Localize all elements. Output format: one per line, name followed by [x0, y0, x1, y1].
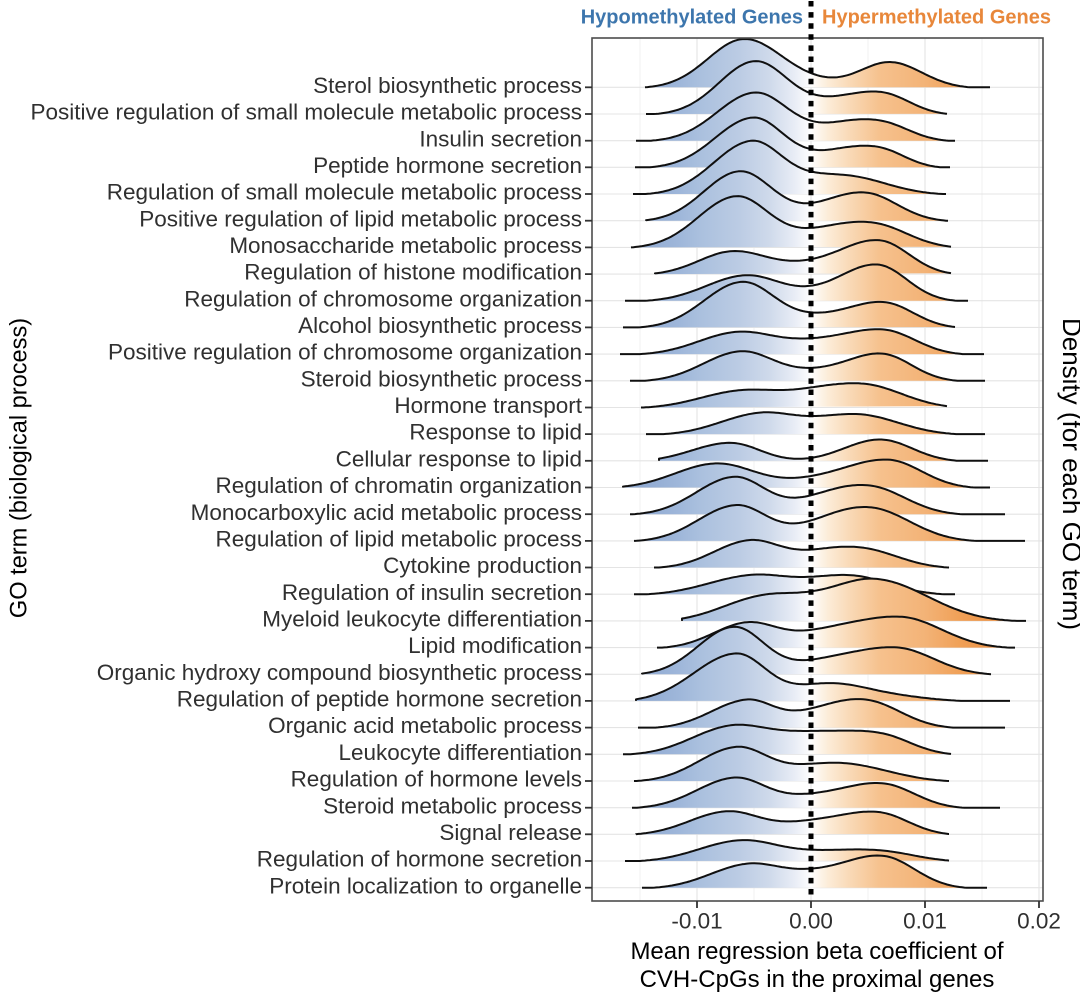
svg-text:Cellular response to lipid: Cellular response to lipid — [336, 446, 582, 471]
svg-text:Regulation of chromosome organ: Regulation of chromosome organization — [184, 286, 582, 311]
svg-text:Signal release: Signal release — [439, 820, 582, 845]
svg-text:Cytokine production: Cytokine production — [383, 553, 582, 578]
svg-text:Regulation of peptide hormone: Regulation of peptide hormone secretion — [177, 687, 582, 712]
svg-text:Organic hydroxy compound biosy: Organic hydroxy compound biosynthetic pr… — [97, 660, 582, 685]
svg-text:Lipid modification: Lipid modification — [408, 633, 582, 658]
svg-text:Myeloid leukocyte differentiat: Myeloid leukocyte differentiation — [262, 607, 582, 632]
svg-text:Regulation of small molecule m: Regulation of small molecule metabolic p… — [107, 180, 582, 205]
svg-text:Steroid metabolic process: Steroid metabolic process — [323, 793, 582, 818]
svg-text:Regulation of insulin secretio: Regulation of insulin secretion — [282, 580, 582, 605]
svg-text:Hypomethylated Genes: Hypomethylated Genes — [581, 7, 803, 29]
svg-text:Regulation of hormone levels: Regulation of hormone levels — [291, 767, 582, 792]
svg-text:Alcohol biosynthetic process: Alcohol biosynthetic process — [298, 313, 582, 338]
svg-text:Steroid biosynthetic process: Steroid biosynthetic process — [301, 366, 582, 391]
svg-text:Hormone transport: Hormone transport — [394, 393, 582, 418]
svg-text:-0.01: -0.01 — [671, 909, 722, 934]
svg-text:Sterol biosynthetic process: Sterol biosynthetic process — [313, 73, 582, 98]
svg-text:Monocarboxylic acid metabolic: Monocarboxylic acid metabolic process — [191, 500, 582, 525]
svg-text:Organic acid metabolic process: Organic acid metabolic process — [268, 713, 582, 738]
svg-text:Density (for each GO term): Density (for each GO term) — [1057, 318, 1080, 630]
svg-text:Response to lipid: Response to lipid — [409, 420, 582, 445]
svg-text:Positive regulation of chromos: Positive regulation of chromosome organi… — [108, 340, 582, 365]
svg-text:Regulation of chromatin organi: Regulation of chromatin organization — [216, 473, 582, 498]
svg-text:Mean regression beta coefficie: Mean regression beta coefficient of — [630, 938, 1003, 965]
svg-text:Hypermethylated Genes: Hypermethylated Genes — [822, 7, 1051, 29]
svg-text:Protein localization to organe: Protein localization to organelle — [269, 873, 582, 898]
svg-text:Regulation of lipid metabolic: Regulation of lipid metabolic process — [216, 527, 582, 552]
svg-text:CVH-CpGs in the proximal genes: CVH-CpGs in the proximal genes — [640, 966, 995, 993]
svg-text:Regulation of hormone secretio: Regulation of hormone secretion — [257, 847, 582, 872]
svg-text:Positive regulation of lipid m: Positive regulation of lipid metabolic p… — [139, 206, 582, 231]
svg-text:Peptide hormone secretion: Peptide hormone secretion — [313, 153, 582, 178]
svg-text:Monosaccharide metabolic proce: Monosaccharide metabolic process — [229, 233, 582, 258]
svg-text:0.00: 0.00 — [789, 909, 833, 934]
svg-text:Leukocyte differentiation: Leukocyte differentiation — [338, 740, 582, 765]
svg-text:Regulation of histone modifica: Regulation of histone modification — [244, 260, 582, 285]
svg-text:GO term (biological process): GO term (biological process) — [7, 318, 33, 618]
svg-text:0.01: 0.01 — [903, 909, 947, 934]
svg-text:Positive regulation of small m: Positive regulation of small molecule me… — [30, 100, 582, 125]
svg-text:0.02: 0.02 — [1017, 909, 1061, 934]
svg-text:Insulin secretion: Insulin secretion — [419, 126, 582, 151]
